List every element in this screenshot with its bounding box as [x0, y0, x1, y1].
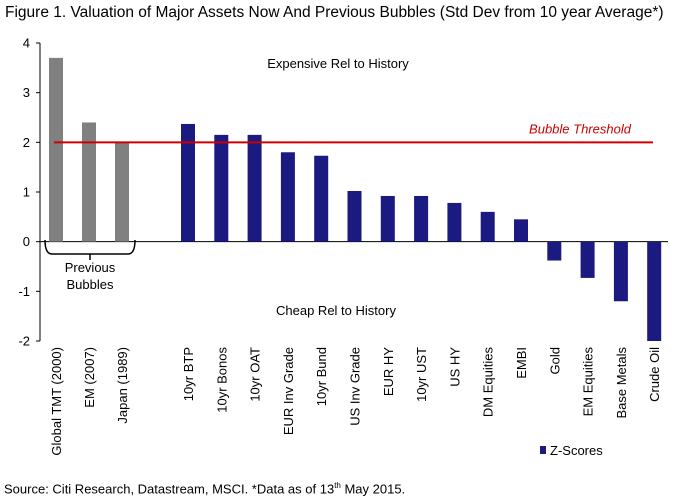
x-tick-label: DM Equities: [481, 347, 496, 418]
expensive-annotation: Expensive Rel to History: [267, 56, 409, 71]
figure-title: Figure 1. Valuation of Major Assets Now …: [5, 4, 664, 21]
annotations: Previous Bubbles Expensive Rel to History C…: [44, 56, 409, 318]
source-note-tail: May 2015.: [340, 481, 406, 497]
bar: [82, 122, 96, 242]
legend: Z-Scores: [540, 443, 603, 458]
y-tick-label: 0: [23, 234, 30, 249]
previous-bubbles-label-line2: Bubbles: [67, 277, 114, 292]
y-tick-label: 4: [23, 36, 30, 51]
x-tick-label: EMBI: [514, 347, 529, 379]
legend-label: Z-Scores: [550, 443, 603, 458]
bar: [214, 134, 229, 242]
bars: [49, 57, 662, 341]
previous-bubbles-label: Previous: [65, 260, 116, 275]
x-tick-label: 10yr UST: [414, 347, 429, 402]
bar: [314, 155, 329, 242]
x-tick-label: EUR HY: [381, 347, 396, 396]
bar: [181, 123, 195, 242]
x-tick-label: 10yr BTP: [181, 347, 196, 401]
bar: [49, 57, 63, 242]
bar: [380, 195, 395, 242]
x-tick-label: Global TMT (2000): [49, 347, 64, 456]
x-tick-label: US HY: [447, 347, 462, 387]
x-tick-label: Japan (1989): [115, 347, 130, 424]
x-tick-label: EM (2007): [82, 347, 97, 408]
bar: [647, 241, 662, 341]
y-tick-label: 1: [23, 185, 30, 200]
x-tick-label: US Inv Grade: [348, 347, 363, 426]
x-tick-label: 10yr OAT: [248, 347, 263, 402]
bar: [514, 219, 528, 242]
bar: [414, 195, 429, 242]
x-tick-label: 10yr Bonos: [214, 347, 229, 413]
x-tick-label: Gold: [547, 347, 562, 374]
x-tick-label: Crude Oil: [647, 347, 662, 402]
y-tick-label: -2: [18, 334, 30, 349]
x-tick-labels: Global TMT (2000) EM (2007) Japan (1989) 10…: [49, 347, 662, 456]
y-tick-label: 2: [23, 135, 30, 150]
bar: [613, 241, 628, 302]
source-note: Source: Citi Research, Datastream, MSCI.…: [4, 481, 405, 496]
bar: [447, 202, 462, 242]
y-tick-label: -1: [18, 284, 30, 299]
x-tick-label: Base Metals: [614, 347, 629, 419]
bar: [547, 241, 562, 261]
legend-swatch: [540, 446, 546, 454]
threshold-group: Bubble Threshold: [54, 121, 653, 144]
source-note-sup: th: [334, 481, 341, 490]
source-note-text: Source: Citi Research, Datastream, MSCI.…: [4, 481, 335, 497]
x-tick-label: EUR Inv Grade: [281, 347, 296, 435]
y-tick-label: 3: [23, 85, 30, 100]
bubble-threshold-label: Bubble Threshold: [529, 121, 632, 136]
bar: [347, 191, 362, 242]
x-tick-label: EM Equities: [581, 347, 596, 417]
bar: [580, 241, 595, 278]
bar: [247, 134, 262, 242]
cheap-annotation: Cheap Rel to History: [276, 303, 396, 318]
bar: [115, 142, 129, 242]
bar: [480, 211, 495, 242]
x-tick-label: 10yr Bund: [314, 347, 329, 406]
bar: [280, 152, 295, 242]
